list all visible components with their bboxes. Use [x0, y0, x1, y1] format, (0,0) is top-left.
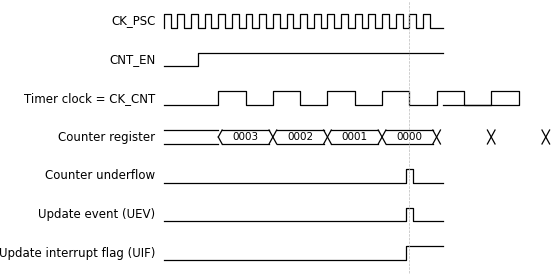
Text: Update interrupt flag (UIF): Update interrupt flag (UIF) [0, 247, 155, 260]
Text: Counter underflow: Counter underflow [45, 169, 155, 182]
Text: 0002: 0002 [287, 132, 313, 142]
Text: Update event (UEV): Update event (UEV) [38, 208, 155, 221]
Text: 0000: 0000 [397, 132, 422, 142]
Text: Timer clock = CK_CNT: Timer clock = CK_CNT [24, 92, 155, 105]
Text: 0003: 0003 [232, 132, 259, 142]
Text: Counter register: Counter register [58, 130, 155, 144]
Text: 0001: 0001 [342, 132, 368, 142]
Text: CK_PSC: CK_PSC [111, 14, 155, 27]
Text: CNT_EN: CNT_EN [109, 53, 155, 66]
